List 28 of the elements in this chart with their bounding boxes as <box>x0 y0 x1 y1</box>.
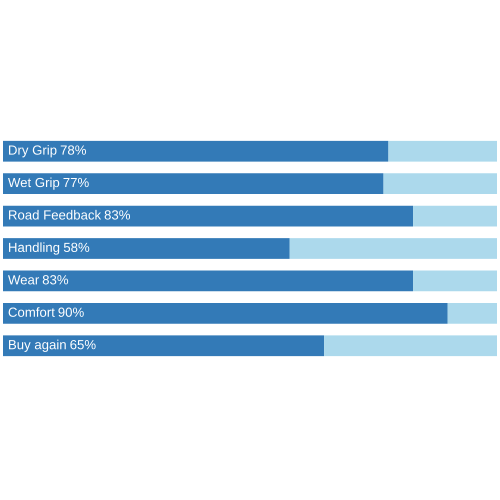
bar <box>383 173 497 194</box>
bar <box>290 238 497 259</box>
y-tick-label: Wet Grip <box>8 177 60 190</box>
bar <box>448 302 497 324</box>
data-label: 83% <box>42 275 68 284</box>
data-label: 83% <box>104 210 130 220</box>
bar <box>3 173 384 194</box>
data-label: 78% <box>60 145 86 155</box>
bar <box>3 238 290 259</box>
y-tick-label: Road Feedback <box>9 210 102 220</box>
bar <box>413 206 497 226</box>
data-label: 90% <box>58 308 84 317</box>
bar <box>3 302 448 324</box>
data-label: 77% <box>63 178 89 188</box>
y-tick-label: Buy again <box>9 340 66 352</box>
y-tick-label: Dry Grip <box>9 145 56 158</box>
bar <box>3 270 414 292</box>
data-label: 65% <box>70 340 96 350</box>
y-tick-label: Comfort <box>8 307 55 317</box>
bar <box>324 335 497 356</box>
bar <box>3 140 388 162</box>
data-label: 58% <box>64 242 90 252</box>
bar <box>413 270 497 292</box>
y-tick-label: Wear <box>8 275 40 284</box>
bar <box>3 206 414 226</box>
y-tick-label: Handling <box>9 242 60 255</box>
bar <box>3 335 324 356</box>
bar <box>388 140 497 162</box>
